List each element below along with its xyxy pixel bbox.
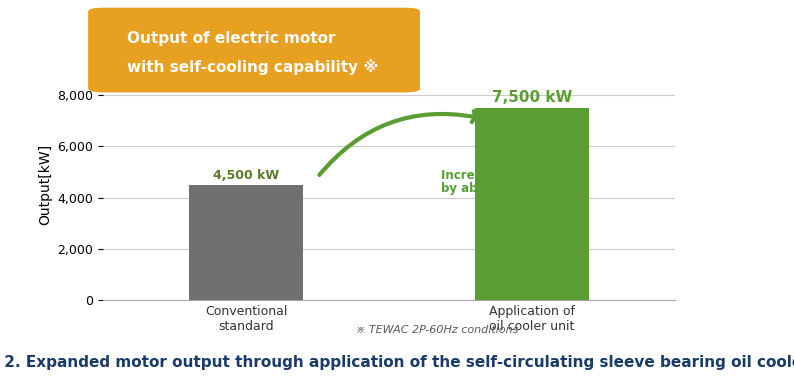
Text: ※ TEWAC 2P-60Hz conditions: ※ TEWAC 2P-60Hz conditions bbox=[356, 325, 518, 335]
Y-axis label: Output[kW]: Output[kW] bbox=[38, 144, 52, 225]
Text: Increase output: Increase output bbox=[441, 169, 545, 182]
Text: 70%: 70% bbox=[523, 177, 563, 195]
Bar bbox=[189, 185, 303, 300]
Text: by about: by about bbox=[441, 182, 503, 195]
Text: 7,500 kW: 7,500 kW bbox=[491, 90, 572, 105]
Text: with self-cooling capability ※: with self-cooling capability ※ bbox=[127, 59, 379, 75]
Text: Figure 2. Expanded motor output through application of the self-circulating slee: Figure 2. Expanded motor output through … bbox=[0, 355, 794, 370]
Bar bbox=[475, 108, 589, 300]
FancyBboxPatch shape bbox=[88, 8, 420, 92]
Text: 4,500 kW: 4,500 kW bbox=[213, 169, 279, 182]
Text: Output of electric motor: Output of electric motor bbox=[127, 31, 336, 46]
